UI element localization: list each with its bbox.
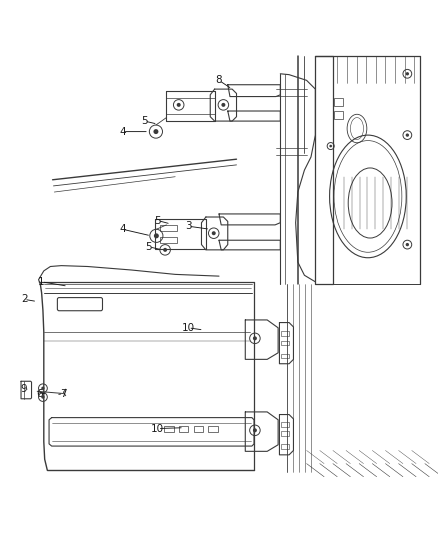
- Text: 1: 1: [38, 277, 45, 287]
- Circle shape: [406, 133, 409, 137]
- Circle shape: [406, 72, 409, 76]
- Bar: [160, 237, 177, 243]
- Bar: [179, 426, 188, 432]
- Text: 10: 10: [151, 424, 164, 433]
- Bar: [281, 341, 289, 345]
- Circle shape: [329, 145, 332, 148]
- Bar: [281, 332, 289, 336]
- Text: 9: 9: [21, 384, 28, 394]
- Text: 6: 6: [36, 389, 43, 399]
- Bar: [208, 426, 218, 432]
- Bar: [334, 111, 343, 119]
- Circle shape: [163, 248, 167, 252]
- Circle shape: [154, 233, 159, 238]
- Circle shape: [253, 429, 257, 432]
- Text: 8: 8: [215, 75, 223, 85]
- Bar: [281, 423, 289, 427]
- Circle shape: [221, 103, 226, 107]
- Bar: [164, 426, 174, 432]
- Circle shape: [253, 336, 257, 341]
- Bar: [160, 225, 177, 231]
- Bar: [281, 445, 289, 449]
- Text: 3: 3: [185, 221, 192, 231]
- Circle shape: [41, 395, 45, 399]
- Text: 7: 7: [60, 389, 67, 399]
- Circle shape: [406, 243, 409, 246]
- Circle shape: [177, 103, 181, 107]
- Text: 5: 5: [141, 116, 148, 126]
- Circle shape: [41, 386, 45, 390]
- Bar: [281, 354, 289, 359]
- Text: 2: 2: [21, 294, 28, 304]
- Bar: [281, 431, 289, 435]
- Circle shape: [153, 129, 159, 134]
- Circle shape: [212, 231, 216, 235]
- Bar: [334, 98, 343, 106]
- Text: 5: 5: [154, 215, 161, 225]
- Text: 5: 5: [145, 242, 152, 252]
- Text: 4: 4: [119, 224, 126, 235]
- Text: 10: 10: [182, 323, 195, 333]
- Bar: [194, 426, 203, 432]
- Text: 4: 4: [119, 127, 126, 136]
